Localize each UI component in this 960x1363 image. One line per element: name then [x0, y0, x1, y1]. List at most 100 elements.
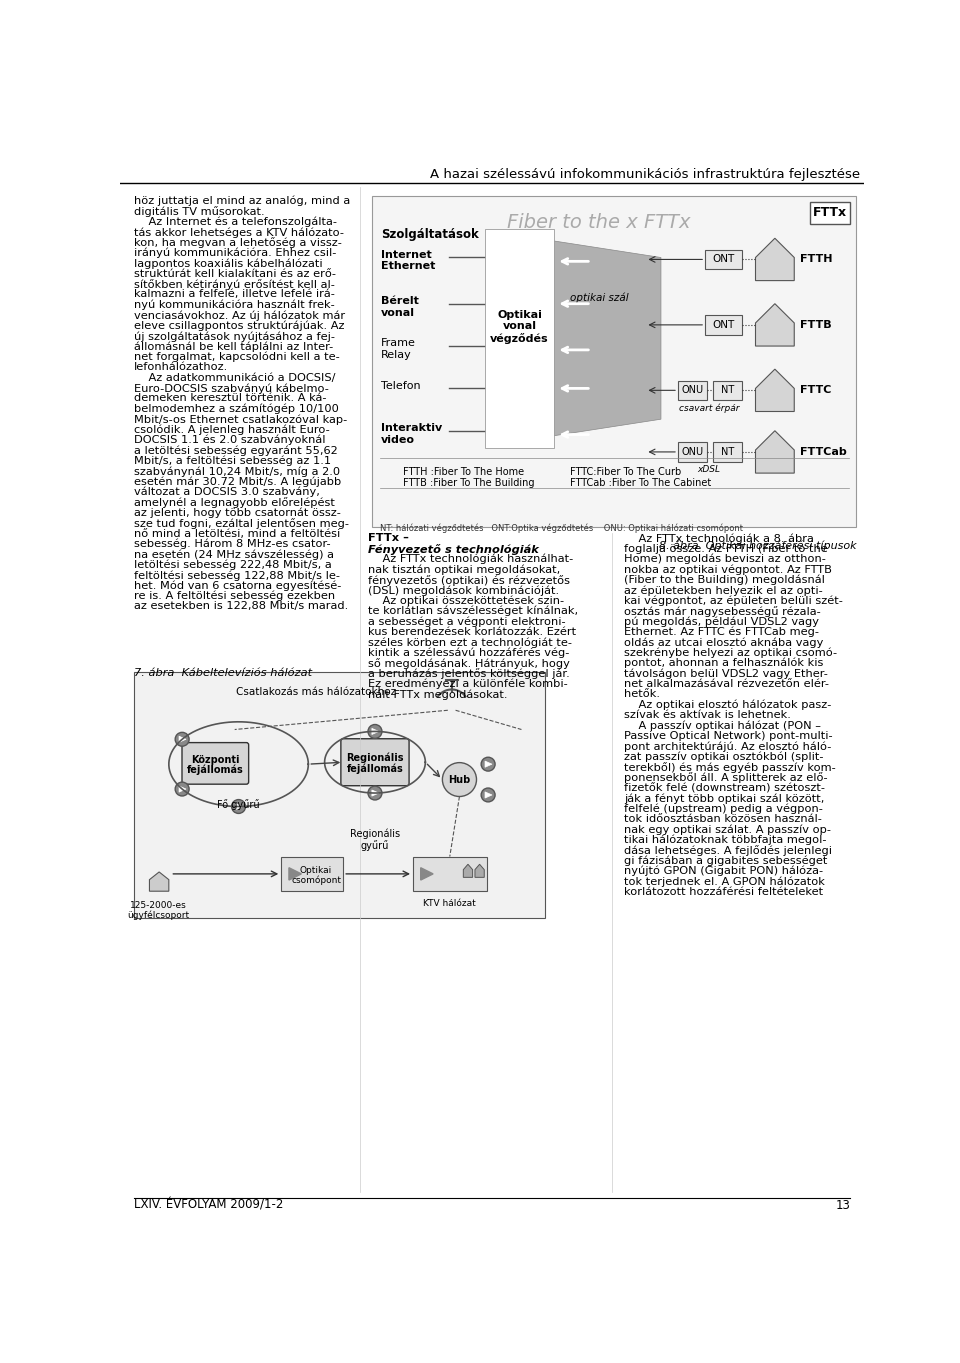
- Text: ONU: ONU: [682, 447, 704, 457]
- FancyBboxPatch shape: [485, 229, 554, 447]
- Text: fejállomás: fejállomás: [347, 763, 403, 774]
- Text: csolódik. A jelenleg használt Euro-: csolódik. A jelenleg használt Euro-: [134, 425, 329, 435]
- Text: FTTH :Fiber To The Home: FTTH :Fiber To The Home: [403, 468, 524, 477]
- Circle shape: [368, 725, 382, 739]
- Text: pontot, ahonnan a felhasználók kis: pontot, ahonnan a felhasználók kis: [624, 658, 823, 668]
- Bar: [678, 443, 708, 462]
- Text: fizetők felé (downstream) szétoszt-: fizetők felé (downstream) szétoszt-: [624, 782, 825, 793]
- Text: FTTx –: FTTx –: [368, 533, 409, 544]
- Text: Az FTTx technológiák a 8. ábra: Az FTTx technológiák a 8. ábra: [624, 533, 814, 544]
- Text: Fő gyűrű: Fő gyűrű: [217, 799, 260, 810]
- Text: net alkalmazásával rézvezetőn elér-: net alkalmazásával rézvezetőn elér-: [624, 679, 828, 688]
- Text: re is. A feltöltési sebesség ezekben: re is. A feltöltési sebesség ezekben: [134, 592, 335, 601]
- Text: Regionális
gyűrű: Regionális gyűrű: [349, 829, 400, 852]
- Text: amelynél a legnagyobb előrelépést: amelynél a legnagyobb előrelépést: [134, 497, 335, 508]
- Text: osztás már nagysebességű rézala-: osztás már nagysebességű rézala-: [624, 607, 821, 617]
- Text: hetők.: hetők.: [624, 690, 660, 699]
- Text: Fényvezető s technológiák: Fényvezető s technológiák: [368, 544, 539, 555]
- Circle shape: [231, 800, 246, 814]
- Text: korlátozott hozzáférési feltételeket: korlátozott hozzáférési feltételeket: [624, 886, 823, 897]
- Circle shape: [175, 782, 189, 796]
- Text: FTTH: FTTH: [801, 255, 833, 264]
- Text: Ethernet. Az FTTC és FTTCab meg-: Ethernet. Az FTTC és FTTCab meg-: [624, 627, 819, 638]
- Text: sze tud fogni, ezáltal jelentősen meg-: sze tud fogni, ezáltal jelentősen meg-: [134, 518, 348, 529]
- Polygon shape: [487, 230, 660, 446]
- Bar: [706, 249, 742, 269]
- Text: az jelenti, hogy több csatornát össz-: az jelenti, hogy több csatornát össz-: [134, 508, 341, 518]
- Text: FTTC: FTTC: [801, 386, 831, 395]
- Text: Az Internet és a telefonszolgálta-: Az Internet és a telefonszolgálta-: [134, 217, 337, 228]
- Bar: [413, 856, 487, 891]
- Text: te korlátlan sávszélességet kínálnak,: te korlátlan sávszélességet kínálnak,: [368, 607, 578, 616]
- Text: (Fiber to the Building) megoldásnál: (Fiber to the Building) megoldásnál: [624, 575, 825, 585]
- Circle shape: [443, 763, 476, 796]
- Text: nak tisztán optikai megoldásokat,: nak tisztán optikai megoldásokat,: [368, 564, 561, 575]
- Polygon shape: [235, 803, 243, 810]
- Polygon shape: [150, 872, 169, 891]
- Text: Home) megoldás beviszi az otthon-: Home) megoldás beviszi az otthon-: [624, 553, 826, 564]
- Text: csavart érpár: csavart érpár: [679, 403, 739, 413]
- Text: ONT: ONT: [712, 320, 734, 330]
- Text: sebesség. Három 8 MHz-es csator-: sebesség. Három 8 MHz-es csator-: [134, 538, 330, 549]
- Text: dása lehetséges. A fejlődés jelenlegi: dása lehetséges. A fejlődés jelenlegi: [624, 845, 831, 856]
- Text: fejállomás: fejállomás: [187, 765, 244, 774]
- Text: Az FTTx technológiák használhat-: Az FTTx technológiák használhat-: [368, 553, 573, 564]
- Text: állomásnál be kell táplálni az Inter-: állomásnál be kell táplálni az Inter-: [134, 341, 333, 352]
- Text: Frame
Relay: Frame Relay: [381, 338, 416, 360]
- Text: Euro-DOCSIS szabványú kábelmo-: Euro-DOCSIS szabványú kábelmo-: [134, 383, 329, 394]
- Text: kalmazni a felfelé, illetve lefelé irá-: kalmazni a felfelé, illetve lefelé irá-: [134, 289, 335, 300]
- Polygon shape: [475, 864, 484, 878]
- Text: Telefon: Telefon: [381, 380, 420, 391]
- Text: NT: NT: [721, 386, 734, 395]
- Text: Interaktiv
video: Interaktiv video: [381, 423, 443, 444]
- Text: Az adatkommunikáció a DOCSIS/: Az adatkommunikáció a DOCSIS/: [134, 372, 335, 383]
- Bar: [134, 672, 544, 919]
- Text: optikai szál: optikai szál: [569, 292, 628, 303]
- Text: A passzív optikai hálózat (PON –: A passzív optikai hálózat (PON –: [624, 720, 821, 731]
- Bar: [706, 315, 742, 334]
- Text: eleve csillagpontos struktúrájúak. Az: eleve csillagpontos struktúrájúak. Az: [134, 320, 345, 331]
- Text: Optikai
vonal
végződés: Optikai vonal végződés: [491, 309, 549, 343]
- Text: 125-2000-es: 125-2000-es: [131, 901, 187, 910]
- Text: esetén már 30.72 Mbit/s. A legújabb: esetén már 30.72 Mbit/s. A legújabb: [134, 477, 341, 487]
- Text: széles körben ezt a technológiát te-: széles körben ezt a technológiát te-: [368, 637, 572, 647]
- Bar: [809, 202, 850, 224]
- Text: zat passzív optikai osztókból (split-: zat passzív optikai osztókból (split-: [624, 751, 824, 762]
- Text: lefonhálózathoz.: lefonhálózathoz.: [134, 363, 228, 372]
- Text: digitális TV műsorokat.: digitális TV műsorokat.: [134, 206, 265, 217]
- Text: net forgalmat, kapcsolódni kell a te-: net forgalmat, kapcsolódni kell a te-: [134, 352, 340, 363]
- Text: foglalja össze. Az FTTH (Fiber to the: foglalja össze. Az FTTH (Fiber to the: [624, 544, 828, 553]
- Text: csomópont: csomópont: [291, 875, 341, 885]
- Text: 8. ábra  Optikai hozzáférési típusok: 8. ábra Optikai hozzáférési típusok: [659, 541, 856, 552]
- Text: belmodemhez a számítógép 10/100: belmodemhez a számítógép 10/100: [134, 403, 339, 414]
- Polygon shape: [756, 239, 794, 281]
- Text: az esetekben is 122,88 Mbit/s marad.: az esetekben is 122,88 Mbit/s marad.: [134, 601, 348, 611]
- Text: nyú kommunikációra használt frek-: nyú kommunikációra használt frek-: [134, 300, 335, 311]
- Text: FTTCab: FTTCab: [801, 447, 848, 457]
- Text: a sebességet a végponti elektroni-: a sebességet a végponti elektroni-: [368, 616, 565, 627]
- Text: új szolgáltatások nyújtásához a fej-: új szolgáltatások nyújtásához a fej-: [134, 331, 335, 342]
- Text: NT: hálózati végződtetés   ONT:Optika végződtetés    ONU: Optikai hálózati csomó: NT: hálózati végződtetés ONT:Optika végz…: [379, 523, 743, 533]
- Text: Hub: Hub: [448, 774, 470, 785]
- Text: Mbit/s-os Ethernet csatlakozóval kap-: Mbit/s-os Ethernet csatlakozóval kap-: [134, 414, 348, 425]
- Text: szabványnál 10,24 Mbit/s, míg a 2.0: szabványnál 10,24 Mbit/s, míg a 2.0: [134, 466, 340, 477]
- Text: ONT: ONT: [712, 255, 734, 264]
- Text: szívak és aktívak is lehetnek.: szívak és aktívak is lehetnek.: [624, 710, 791, 720]
- Polygon shape: [756, 369, 794, 412]
- Bar: [713, 380, 742, 399]
- Text: struktúrát kell kialakítani és az erő-: struktúrát kell kialakítani és az erő-: [134, 269, 336, 278]
- Circle shape: [481, 788, 495, 801]
- Text: kai végpontot, az épületen belüli szét-: kai végpontot, az épületen belüli szét-: [624, 596, 843, 607]
- Text: pont architektúrájú. Az elosztó háló-: pont architektúrájú. Az elosztó háló-: [624, 741, 831, 751]
- Text: nő mind a letöltési, mind a feltöltési: nő mind a letöltési, mind a feltöltési: [134, 529, 340, 538]
- Text: xDSL: xDSL: [698, 465, 721, 474]
- Text: gi fázisában a gigabites sebességet: gi fázisában a gigabites sebességet: [624, 856, 828, 866]
- Text: FTTB: FTTB: [801, 320, 832, 330]
- Text: a letöltési sebesség egyaránt 55,62: a letöltési sebesség egyaránt 55,62: [134, 446, 338, 455]
- Text: ügyfélcsoport: ügyfélcsoport: [128, 910, 190, 920]
- Polygon shape: [756, 304, 794, 346]
- Text: KTV hálózat: KTV hálózat: [423, 900, 476, 908]
- Text: demeken keresztül történik. A ká-: demeken keresztül történik. A ká-: [134, 394, 326, 403]
- Text: letöltési sebesség 222,48 Mbit/s, a: letöltési sebesség 222,48 Mbit/s, a: [134, 560, 332, 570]
- Text: az épületekben helyezik el az opti-: az épületekben helyezik el az opti-: [624, 585, 823, 596]
